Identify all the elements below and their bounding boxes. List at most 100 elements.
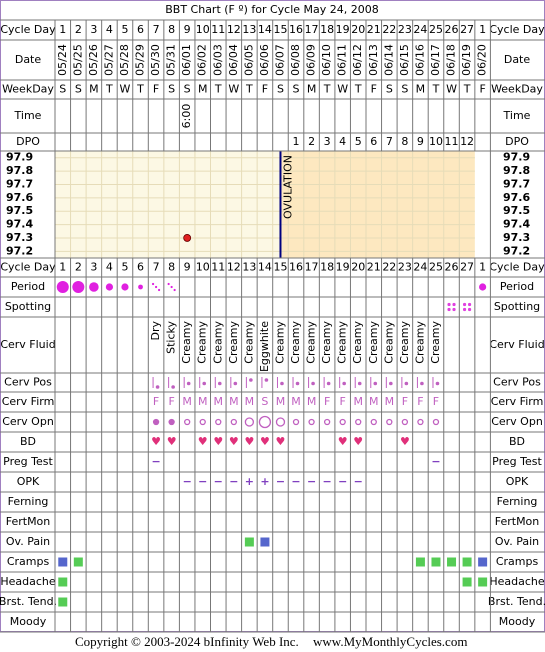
bd-mark: ♥ [260, 435, 270, 448]
weekday: T [105, 83, 113, 96]
cerv-firm: M [307, 395, 317, 408]
cycle-day: 1 [59, 23, 66, 36]
cerv-fluid: Sticky [165, 321, 178, 354]
weekday: S [277, 83, 284, 96]
row-label: Spotting [5, 300, 51, 313]
cerv-firm: M [385, 395, 395, 408]
weekday: M [416, 83, 426, 96]
weekday: W [228, 83, 239, 96]
cycle-day: 16 [289, 23, 303, 36]
date: 06/09 [305, 44, 318, 76]
cycle-day: 1 [59, 261, 66, 274]
period-mark [56, 281, 69, 293]
bd-mark: ♥ [213, 435, 223, 448]
cycle-day: 4 [106, 23, 113, 36]
cycle-day: 25 [429, 261, 443, 274]
row-label: OPK [506, 475, 529, 488]
cycle-day: 6 [137, 261, 144, 274]
cerv-firm: F [340, 395, 346, 408]
row-label: Headache [489, 575, 545, 588]
cycle-day: 9 [184, 23, 191, 36]
date: 06/07 [273, 44, 286, 76]
temp-point [183, 234, 192, 242]
cerv-firm: F [153, 395, 159, 408]
cerv-pos-mark [233, 381, 238, 386]
spotting-mark [447, 302, 451, 307]
cerv-opn-mark [386, 418, 393, 426]
date: 05/24 [56, 44, 69, 76]
cycle-day: 19 [336, 23, 350, 36]
opk-mark: − [214, 475, 223, 488]
preg-test-mark: − [431, 455, 440, 468]
cerv-fluid: Creamy [351, 321, 364, 364]
cerv-firm: F [168, 395, 174, 408]
weekday: M [198, 83, 208, 96]
cerv-fluid: Creamy [336, 321, 349, 364]
cerv-opn-mark [339, 418, 346, 426]
dpo: 1 [293, 135, 300, 148]
y-tick-label: 97.3 [6, 231, 33, 244]
cerv-opn-mark [292, 418, 300, 426]
cerv-pos-mark [357, 381, 362, 386]
brst-tend-mark [58, 597, 68, 607]
period-spot [151, 282, 155, 286]
bd-mark: ♥ [400, 435, 410, 448]
cerv-pos-mark [326, 381, 331, 386]
cerv-fluid: Dry [149, 321, 162, 341]
ovulation-label: OVULATION [281, 155, 294, 219]
y-tick-label: 97.2 [503, 244, 530, 257]
row-label: Cycle Day [489, 261, 545, 274]
date: 06/18 [445, 44, 458, 76]
headache-mark [58, 577, 68, 587]
cerv-fluid: Creamy [305, 321, 318, 364]
opk-mark: − [291, 475, 300, 488]
row-label: Cerv Pos [4, 376, 52, 389]
period-spot [157, 288, 161, 292]
post-ovulation-area [280, 151, 475, 258]
cerv-fluid: Creamy [227, 321, 240, 364]
weekday: S [168, 83, 175, 96]
bd-mark: ♥ [151, 435, 161, 448]
cycle-day: 7 [153, 23, 160, 36]
date: 06/19 [460, 44, 473, 76]
cycle-day: 27 [460, 261, 474, 274]
weekday: F [153, 83, 159, 96]
cerv-firm: F [324, 395, 330, 408]
period-mark [121, 283, 129, 291]
row-label: Preg Test [492, 455, 542, 468]
date: 05/28 [118, 44, 131, 76]
cerv-firm: M [229, 395, 239, 408]
cerv-opn-mark [258, 415, 272, 429]
cycle-day: 22 [382, 23, 396, 36]
date: 05/30 [149, 44, 162, 76]
period-spot [173, 288, 176, 292]
weekday: M [307, 83, 317, 96]
cerv-firm: M [353, 395, 363, 408]
cycle-day: 10 [196, 261, 210, 274]
cerv-firm: F [433, 395, 439, 408]
date: 06/02 [196, 44, 209, 76]
cycle-day: 24 [413, 261, 427, 274]
cycle-day: 9 [184, 261, 191, 274]
cramps-mark [73, 557, 83, 567]
date: 06/20 [476, 44, 489, 76]
headache-mark [462, 577, 472, 587]
y-tick-label: 97.3 [503, 231, 530, 244]
row-label: Cycle Day [489, 23, 545, 36]
spotting-mark [452, 302, 456, 307]
row-label: Time [503, 109, 531, 122]
cerv-firm: M [182, 395, 192, 408]
cerv-fluid: Creamy [289, 321, 302, 364]
period-mark [105, 283, 114, 291]
date: 06/11 [336, 44, 349, 76]
cycle-day: 11 [211, 261, 225, 274]
date: 06/14 [382, 44, 395, 76]
row-label: Cramps [496, 555, 539, 568]
weekday: S [293, 83, 300, 96]
cycle-day: 23 [398, 23, 412, 36]
cycle-day: 1 [479, 23, 486, 36]
cycle-day: 10 [196, 23, 210, 36]
cerv-pos-mark [217, 381, 222, 386]
cerv-pos-mark [280, 381, 284, 386]
opk-mark: + [260, 475, 269, 488]
